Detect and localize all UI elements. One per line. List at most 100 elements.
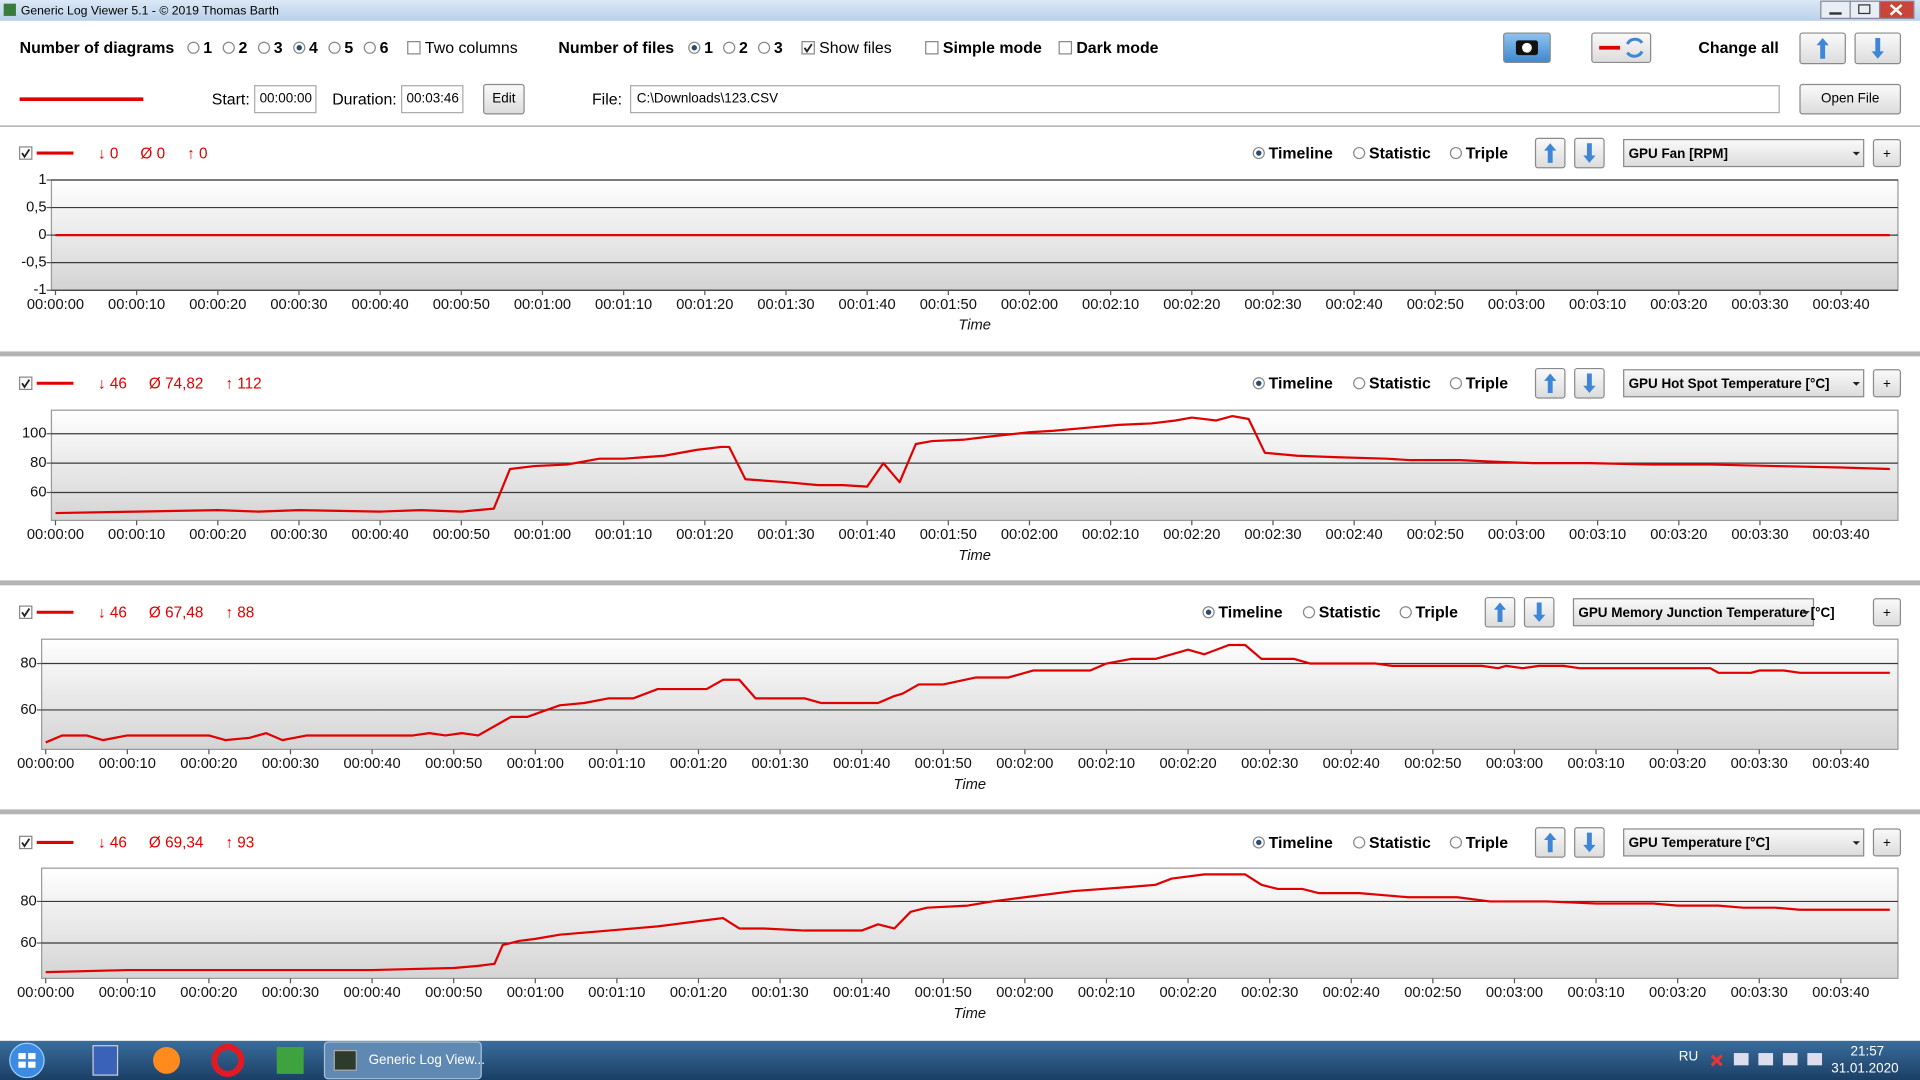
down-arrow [1871,37,1884,59]
x-tick-label: 00:02:20 [1163,297,1220,313]
stat-value: 46 [110,835,127,852]
x-tick-label: 00:03:00 [1486,756,1543,772]
radio-dot [691,45,697,51]
checkbox[interactable] [18,835,33,850]
checkbox[interactable] [801,41,815,55]
add-button[interactable] [1872,598,1902,627]
radio-button[interactable] [328,41,341,54]
minimize-button[interactable] [1820,0,1851,19]
duration-input[interactable] [401,85,464,114]
x-tick-label: 00:00:00 [17,985,74,1001]
x-tick-label: 00:02:50 [1404,756,1461,772]
radio-button[interactable] [1449,146,1463,160]
stat-symbol: Ø [149,835,161,852]
stat-symbol: ↓ [98,145,106,162]
stat-symbol: ↑ [225,605,233,622]
camera-lens [1522,42,1532,53]
stat-symbol: Ø [149,605,161,622]
radio-button[interactable] [257,41,271,54]
stat-symbol: ↑ [225,835,233,852]
taskbar-app[interactable] [92,1045,119,1076]
diagram-option: 5 [344,40,353,57]
x-tick-label: 00:02:10 [1082,297,1139,313]
x-tick-label: 00:01:00 [507,756,564,772]
check-mark [21,838,31,848]
radio-button[interactable] [1353,836,1366,849]
radio-button[interactable] [1353,146,1366,160]
file-value: C:\Downloads\123.CSV [637,91,778,106]
stat-label: ↑ 93 [225,835,254,852]
start-input[interactable] [254,85,317,114]
radio-button[interactable] [1449,377,1463,390]
series-dropdown[interactable] [1623,828,1865,857]
radio-button[interactable] [222,41,235,54]
edit-button[interactable] [483,83,525,115]
view-option: Statistic [1319,605,1381,622]
checkbox[interactable] [18,605,33,619]
radio-button[interactable] [1399,606,1412,619]
checkbox[interactable] [18,376,33,390]
tray-icon [1782,1053,1798,1066]
x-tick-label: 00:03:10 [1567,756,1624,772]
radio-button[interactable] [187,41,200,54]
x-tick-label: 00:02:10 [1078,756,1135,772]
x-tick-label: 00:02:40 [1323,985,1380,1001]
checkbox[interactable] [407,41,421,55]
series-dropdown[interactable] [1623,138,1865,168]
maximize-icon [1858,4,1871,15]
x-tick-label: 00:03:30 [1731,756,1788,772]
data-line [45,643,1890,744]
checkbox[interactable] [925,41,939,55]
data-line [55,414,1890,515]
radio-button[interactable] [363,41,376,54]
x-tick-label: 00:00:50 [433,527,490,543]
stat-value: 46 [110,605,127,622]
radio-button[interactable] [723,41,736,54]
x-tick-label: 00:02:50 [1407,527,1464,543]
x-tick-label: 00:01:40 [833,985,890,1001]
radio-button[interactable] [1449,836,1463,849]
add-button[interactable] [1872,138,1902,168]
file-option: 3 [774,40,783,57]
x-tick-label: 00:03:10 [1569,527,1626,543]
add-button[interactable] [1872,828,1902,857]
maximize-button[interactable] [1849,0,1881,19]
taskbar-window[interactable] [323,1041,482,1080]
stat-value: 69,34 [165,835,204,852]
diagram-option: 3 [274,40,283,57]
y-tick-label: 80 [20,655,36,671]
series-dropdown[interactable] [1623,369,1865,398]
stat-value: 0 [110,145,119,162]
down-arrow [1533,602,1546,623]
file-input[interactable] [630,85,1780,114]
x-tick-label: 00:00:00 [17,756,74,772]
x-tick-label: 00:03:40 [1813,297,1870,313]
taskbar-app[interactable] [276,1046,304,1074]
x-tick-label: 00:01:20 [670,756,727,772]
stat-value: 0 [199,145,208,162]
open-file-button[interactable] [1799,83,1902,115]
x-tick-label: 00:00:20 [180,756,237,772]
radio-button[interactable] [1353,377,1366,390]
radio-button[interactable] [1302,606,1316,619]
title-bar [0,0,1920,21]
stat-value: 0 [157,145,166,162]
start-button[interactable] [9,1042,45,1079]
series-dropdown[interactable] [1572,598,1815,627]
stat-symbol: ↓ [98,835,106,852]
series-name: GPU Temperature [°C] [1629,835,1770,850]
x-tick-label: 00:00:00 [27,297,84,313]
radio-button[interactable] [757,41,771,54]
taskbar-app[interactable] [153,1046,180,1074]
up-arrow [1544,143,1557,163]
data-line [45,873,1890,974]
checkbox[interactable] [1058,41,1073,55]
stat-value: 74,82 [165,376,203,393]
taskbar-app[interactable] [211,1043,245,1077]
x-tick-label: 00:00:30 [270,527,327,543]
plot-area [50,409,1899,522]
add-button[interactable] [1872,369,1902,398]
x-axis-label: Time [958,548,991,564]
checkbox[interactable] [18,146,33,160]
